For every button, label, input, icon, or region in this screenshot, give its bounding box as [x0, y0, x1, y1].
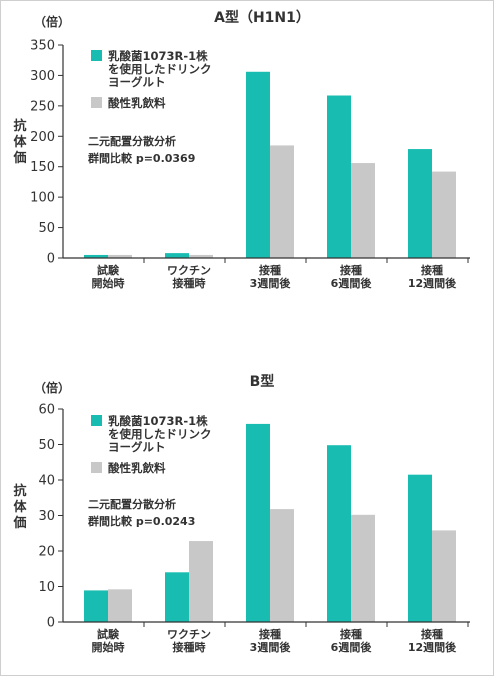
bar-series2-cat3 — [270, 509, 294, 622]
bar-series2-cat3 — [270, 145, 294, 258]
y-tick-label: 0 — [47, 616, 55, 631]
y-tick-label: 60 — [38, 403, 55, 418]
legend-label: を使用したドリンク — [108, 62, 212, 76]
legend-label: ヨーグルト — [108, 440, 166, 454]
legend-swatch-2 — [91, 462, 102, 473]
x-category-label: 試験 — [97, 627, 120, 641]
legend-swatch-1 — [91, 50, 102, 61]
bar-series1-cat4 — [327, 445, 351, 622]
bar-series1-cat5 — [408, 474, 432, 622]
bar-series1-cat3 — [246, 71, 270, 258]
x-category-label: 接種 — [259, 263, 281, 277]
x-category-label: 3週間後 — [250, 640, 292, 654]
y-tick-label: 10 — [38, 580, 55, 595]
x-category-label: 接種時 — [173, 276, 206, 290]
stats-annotation: 群間比較 p=0.0243 — [87, 514, 195, 528]
x-category-label: ワクチン — [167, 264, 211, 277]
x-category-label: ワクチン — [167, 628, 211, 641]
x-category-label: 接種 — [421, 263, 443, 277]
legend-swatch-1 — [91, 415, 102, 426]
y-tick-label: 30 — [38, 509, 55, 524]
x-category-label: 試験 — [97, 263, 120, 277]
x-category-label: 6週間後 — [331, 276, 373, 290]
y-tick-label: 100 — [30, 191, 55, 206]
y-axis-label: 抗体価 — [12, 118, 27, 166]
legend-swatch-2 — [91, 97, 102, 108]
bar-series2-cat5 — [432, 171, 456, 258]
legend-label: 乳酸菌1073R-1株 — [108, 49, 208, 63]
bar-series2-cat1 — [108, 254, 132, 258]
y-unit-label: （倍） — [34, 380, 70, 395]
x-category-label: 接種 — [259, 627, 281, 641]
x-category-label: 接種 — [421, 627, 443, 641]
stats-annotation: 群間比較 p=0.0369 — [87, 151, 195, 165]
bar-series1-cat5 — [408, 149, 432, 258]
legend-label: 酸性乳飲料 — [108, 96, 166, 110]
bar-series2-cat2 — [189, 541, 213, 622]
y-tick-label: 300 — [30, 69, 55, 84]
legend-label: を使用したドリンク — [108, 427, 212, 441]
bar-series2-cat1 — [108, 589, 132, 622]
legend-label: 酸性乳飲料 — [108, 461, 166, 475]
chart-panel-1: A型（H1N1） （倍） 抗体価 0 50 100 150 200 250 300 350 試験開始時… — [12, 9, 470, 290]
bar-series2-cat4 — [351, 514, 375, 622]
legend-label: 乳酸菌1073R-1株 — [108, 414, 208, 428]
x-category-label: 接種 — [340, 627, 362, 641]
chart-title: A型（H1N1） — [214, 9, 310, 26]
y-axis-label-char: 体 — [13, 134, 27, 150]
y-axis-label-char: 価 — [12, 150, 26, 166]
y-axis-label: 抗体価 — [12, 483, 27, 531]
y-tick-label: 200 — [30, 130, 55, 145]
bar-series1-cat1 — [84, 254, 108, 258]
bar-series2-cat4 — [351, 163, 375, 258]
legend-label: ヨーグルト — [108, 75, 166, 89]
x-category-label: 12週間後 — [408, 640, 457, 654]
y-tick-label: 0 — [47, 252, 55, 267]
y-unit-label: （倍） — [34, 14, 70, 29]
y-tick-label: 350 — [30, 39, 55, 54]
x-category-label: 3週間後 — [250, 276, 292, 290]
bar-series2-cat5 — [432, 530, 456, 622]
chart-panel-2: B型（倍）抗体価0102030405060試験開始時ワクチン接種時接種3週間後接… — [12, 373, 470, 654]
stats-annotation: 二元配置分散分析 — [88, 497, 176, 511]
y-tick-label: 150 — [30, 160, 55, 175]
y-axis-label-char: 価 — [12, 515, 26, 531]
stats-annotation: 二元配置分散分析 — [88, 134, 176, 148]
x-category-label: 開始時 — [92, 276, 125, 290]
bar-series2-cat2 — [189, 254, 213, 258]
bar-series1-cat4 — [327, 95, 351, 258]
bar-series1-cat2 — [165, 253, 189, 258]
y-tick-label: 250 — [30, 99, 55, 114]
y-tick-label: 20 — [38, 545, 55, 560]
x-category-label: 開始時 — [92, 640, 125, 654]
bar-series1-cat1 — [84, 590, 108, 622]
y-axis-label-char: 抗 — [13, 483, 26, 499]
x-category-label: 12週間後 — [408, 276, 457, 290]
chart-title: B型 — [250, 373, 275, 390]
x-category-label: 接種 — [340, 263, 362, 277]
bar-series1-cat3 — [246, 423, 270, 622]
y-axis-label-char: 抗 — [13, 118, 26, 134]
y-tick-label: 50 — [38, 221, 55, 236]
y-axis-label-char: 体 — [13, 499, 27, 515]
y-tick-label: 50 — [38, 438, 55, 453]
x-category-label: 6週間後 — [331, 640, 373, 654]
y-tick-label: 40 — [38, 474, 55, 489]
x-category-label: 接種時 — [173, 640, 206, 654]
bar-series1-cat2 — [165, 572, 189, 622]
